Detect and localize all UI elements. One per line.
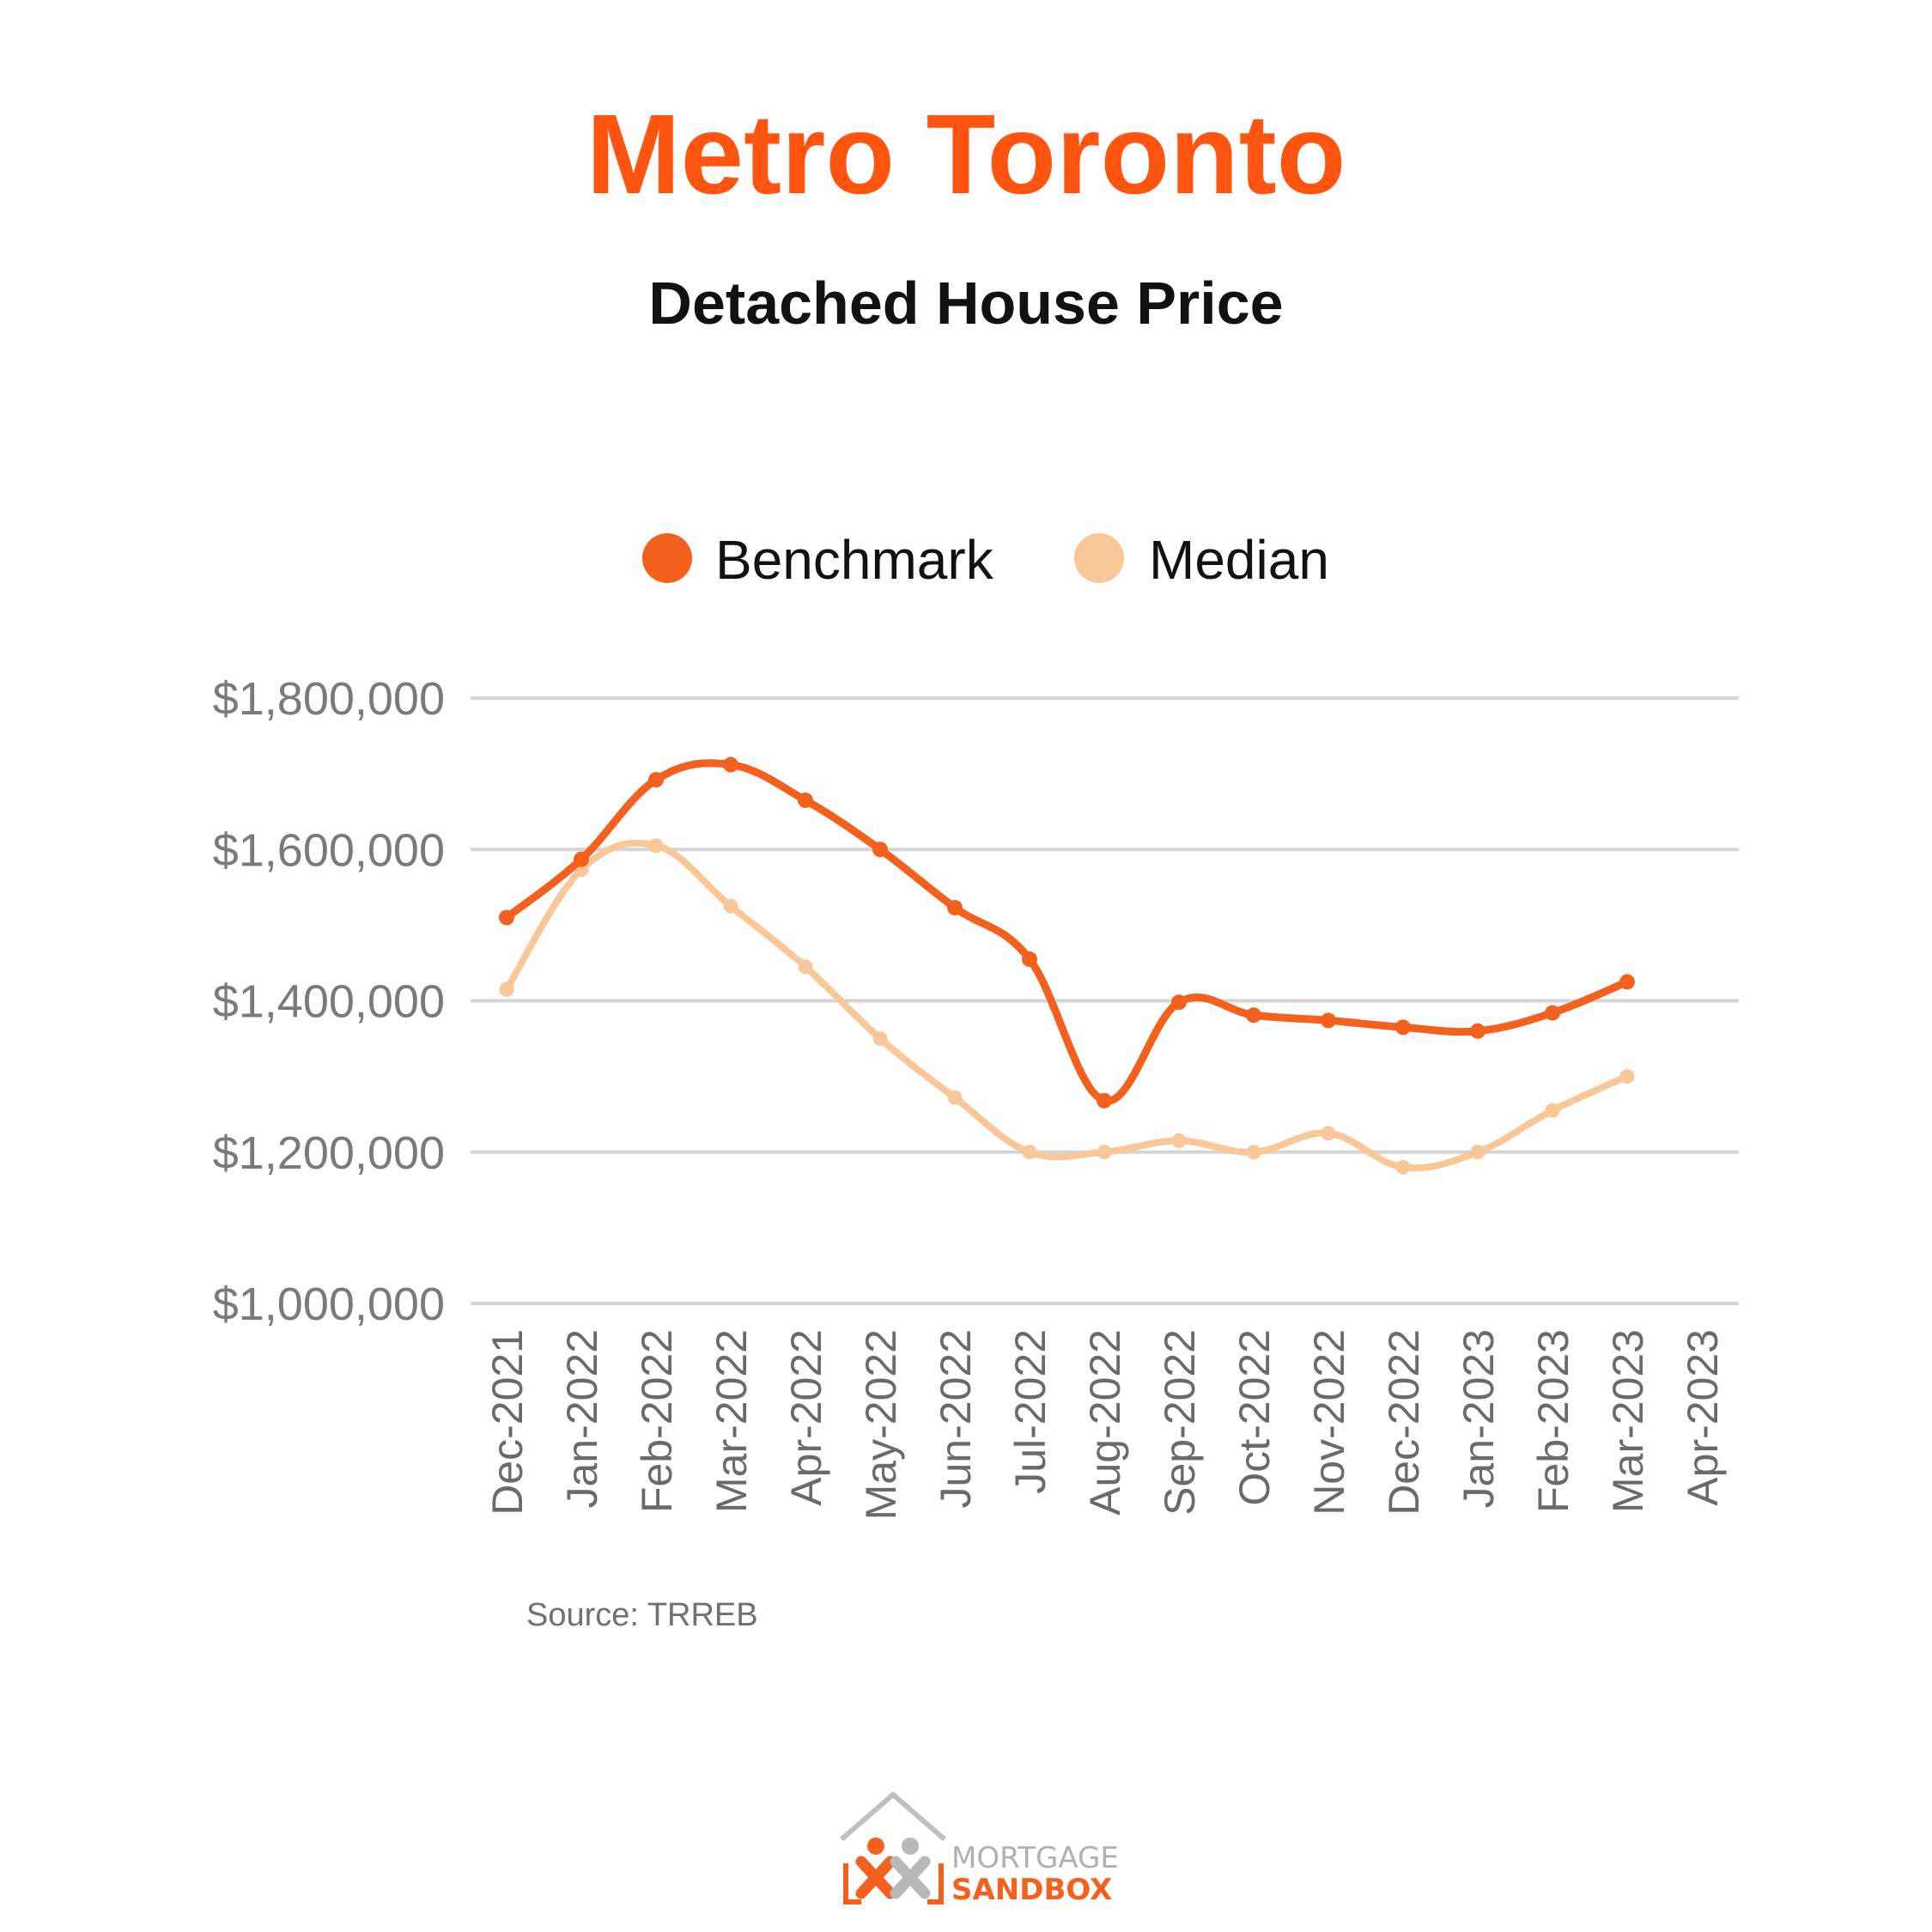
data-point-median	[648, 838, 664, 854]
logo-text-sandbox: SANDBOX	[951, 1873, 1112, 1907]
data-point-benchmark	[1395, 1019, 1411, 1036]
logo-house-roof-icon	[840, 1791, 946, 1842]
x-tick-label: Apr-2022	[782, 1329, 830, 1506]
data-point-median	[1246, 1145, 1261, 1160]
x-tick-label: Jul-2022	[1006, 1329, 1054, 1494]
x-tick-label: Jan-2023	[1455, 1329, 1503, 1509]
legend-label-median: Median	[1149, 529, 1329, 591]
x-tick-label: Feb-2022	[633, 1329, 681, 1513]
logo-person-orange-icon	[867, 1838, 884, 1855]
y-tick-label: $1,800,000	[213, 673, 445, 725]
data-point-benchmark	[574, 851, 589, 867]
x-tick-label: Oct-2022	[1230, 1329, 1279, 1506]
data-point-median	[1321, 1126, 1336, 1141]
logo: MORTGAGE SANDBOX	[840, 1791, 1119, 1907]
x-tick-label: Nov-2022	[1305, 1329, 1353, 1516]
data-point-median	[1545, 1103, 1560, 1118]
data-point-median	[499, 981, 514, 997]
data-point-median	[1470, 1145, 1485, 1160]
data-point-benchmark	[1097, 1092, 1112, 1109]
x-tick-label: Jun-2022	[932, 1329, 980, 1509]
x-tick-label: Mar-2022	[708, 1329, 756, 1513]
data-point-median	[947, 1090, 963, 1105]
data-point-median	[798, 959, 813, 975]
data-point-benchmark	[1470, 1023, 1485, 1039]
x-tick-label: Sep-2022	[1156, 1329, 1204, 1516]
x-tick-label: Mar-2023	[1604, 1329, 1652, 1513]
series-line-median	[503, 839, 1631, 1172]
y-tick-label: $1,400,000	[213, 976, 445, 1028]
data-point-median	[1619, 1069, 1635, 1084]
source-note: Source: TRREB	[526, 1597, 758, 1633]
data-point-benchmark	[1545, 1005, 1560, 1021]
data-point-median	[872, 1031, 888, 1047]
data-point-median	[1022, 1145, 1037, 1160]
data-point-benchmark	[1321, 1012, 1336, 1029]
y-axis: $1,800,000 $1,600,000 $1,400,000 $1,200,000…	[213, 673, 445, 1330]
x-tick-label: Apr-2023	[1679, 1329, 1727, 1506]
legend-marker-benchmark	[642, 533, 692, 583]
x-tick-label: Dec-2021	[483, 1329, 532, 1516]
x-tick-label: Dec-2022	[1380, 1329, 1428, 1516]
data-point-benchmark	[1022, 951, 1037, 968]
y-tick-label: $1,600,000	[213, 824, 445, 876]
legend-label-benchmark: Benchmark	[715, 529, 994, 591]
logo-x-orange-icon	[855, 1856, 896, 1899]
chart-subtitle: Detached House Price	[648, 270, 1283, 337]
series-group	[499, 756, 1635, 1175]
legend: Benchmark Median	[642, 529, 1329, 591]
x-tick-label: May-2022	[857, 1329, 905, 1520]
y-tick-label: $1,000,000	[213, 1279, 445, 1330]
data-point-median	[1171, 1133, 1187, 1149]
logo-bracket-icon	[843, 1863, 944, 1905]
data-point-benchmark	[499, 909, 514, 926]
logo-x-gray-icon	[890, 1856, 931, 1899]
x-tick-label: Jan-2022	[558, 1329, 606, 1509]
data-point-benchmark	[648, 772, 664, 788]
chart-title: Metro Toronto	[586, 91, 1346, 217]
data-point-benchmark	[1171, 994, 1187, 1011]
x-tick-label: Aug-2022	[1081, 1329, 1129, 1516]
x-tick-label: Feb-2023	[1529, 1329, 1577, 1513]
data-point-benchmark	[723, 756, 738, 773]
data-point-benchmark	[798, 792, 813, 808]
data-point-benchmark	[872, 841, 888, 858]
series-line-benchmark	[502, 759, 1631, 1105]
data-point-median	[1097, 1145, 1112, 1160]
legend-marker-median	[1074, 533, 1124, 583]
data-point-median	[1395, 1159, 1411, 1175]
data-point-benchmark	[1246, 1007, 1261, 1024]
data-point-median	[723, 898, 738, 914]
gridlines	[471, 696, 1739, 1305]
data-point-benchmark	[1619, 974, 1635, 990]
logo-person-gray-icon	[902, 1838, 919, 1855]
data-point-benchmark	[947, 900, 963, 916]
logo-text-mortgage: MORTGAGE	[951, 1841, 1119, 1875]
x-axis: Dec-2021 Jan-2022 Feb-2022 Mar-2022 Apr-2022…	[483, 1329, 1727, 1520]
y-tick-label: $1,200,000	[213, 1127, 445, 1179]
